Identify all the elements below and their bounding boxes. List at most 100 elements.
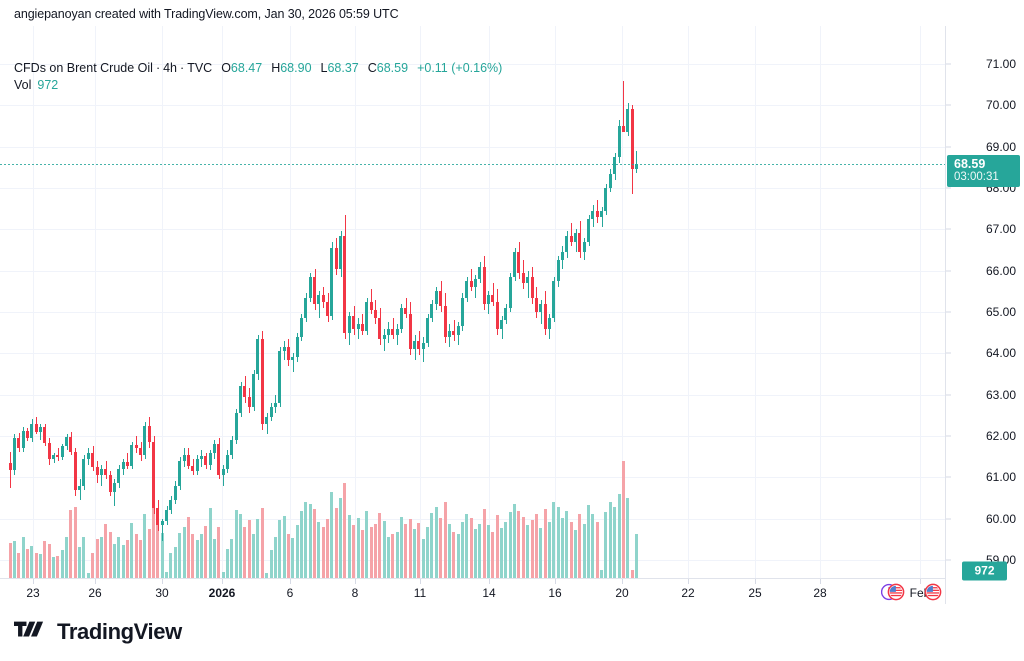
candle-wick: [423, 336, 424, 362]
candle-body: [199, 455, 203, 459]
volume-bar: [369, 527, 373, 578]
candle-body: [369, 301, 373, 310]
candle-body: [456, 326, 460, 335]
time-axis-tick: [355, 579, 356, 584]
tradingview-footer: TradingView: [14, 618, 182, 645]
volume-bar: [69, 509, 73, 578]
time-gridline: [622, 26, 623, 578]
candle-body: [30, 423, 34, 439]
candle-body: [630, 109, 634, 170]
volume-bar: [212, 538, 216, 578]
candle-body: [52, 454, 55, 459]
candle-body: [517, 252, 521, 273]
volume-bar: [265, 572, 269, 578]
volume-bar: [38, 554, 42, 578]
volume-bar: [34, 553, 38, 578]
candle-body: [247, 396, 251, 408]
candle-body: [34, 423, 38, 432]
legend-high-label: H: [271, 61, 281, 75]
volume-bar: [82, 537, 86, 578]
volume-bar: [356, 518, 360, 578]
volume-bar: [52, 556, 55, 578]
legend-close-label: C: [367, 61, 377, 75]
volume-bar: [560, 518, 564, 578]
candle-body: [574, 233, 577, 242]
price-axis-tick: [946, 311, 951, 313]
volume-bar: [221, 571, 225, 578]
candle-body: [613, 156, 617, 174]
candle-wick: [40, 423, 41, 441]
price-gridline: [0, 229, 945, 231]
volume-bar: [400, 517, 403, 578]
last-price-badge: 68.59 03:00:31: [947, 154, 1020, 187]
volume-bar: [330, 491, 334, 578]
volume-bar: [582, 524, 586, 578]
legend-interval[interactable]: 4h: [163, 61, 178, 75]
volume-bar: [491, 531, 495, 578]
volume-bar: [634, 533, 638, 578]
time-gridline: [555, 26, 556, 578]
chart-plot-area[interactable]: [0, 26, 945, 578]
candle-body: [212, 444, 216, 454]
price-axis-tick: [946, 63, 951, 65]
price-axis-label: 61.00: [985, 470, 1016, 485]
legend-volume-label[interactable]: Vol: [14, 78, 32, 92]
legend-symbol[interactable]: CFDs on Brent Crude Oil: [14, 61, 153, 75]
volume-bar: [313, 509, 316, 578]
candle-body: [547, 318, 551, 329]
volume-bar: [239, 513, 243, 578]
candle-body: [386, 328, 390, 335]
us-event-marker-2[interactable]: [918, 580, 943, 605]
price-axis-label: 64.00: [985, 346, 1016, 361]
candle-body: [217, 444, 221, 476]
candle-body: [621, 125, 625, 133]
candle-body: [508, 276, 512, 308]
volume-bar: [12, 540, 16, 578]
candle-body: [282, 347, 286, 352]
candle-body: [404, 307, 408, 315]
price-axis-label: 63.00: [985, 387, 1016, 402]
volume-bar: [360, 529, 364, 578]
time-axis-label: 14: [482, 586, 496, 600]
time-axis[interactable]: 23 26 30 2026 6 8 11 14 16 20 22 25 28 Feb: [0, 578, 945, 604]
candle-body: [321, 295, 325, 302]
price-axis-label: 62.00: [985, 428, 1016, 443]
time-gridline: [222, 26, 223, 578]
legend-close-value: 68.59: [376, 61, 409, 75]
candle-body: [47, 443, 51, 459]
candle-wick: [397, 324, 398, 346]
candle-body: [443, 305, 447, 337]
volume-bar: [256, 519, 260, 578]
candle-wick: [493, 283, 494, 306]
price-axis-label: 65.00: [985, 304, 1016, 319]
volume-bar: [30, 546, 34, 578]
time-axis-label: 6: [286, 586, 294, 600]
volume-bar: [17, 552, 21, 578]
attribution-text: angiepanoyan created with TradingView.co…: [14, 7, 399, 21]
volume-bar: [430, 512, 434, 578]
candle-body: [595, 210, 599, 217]
candle-body: [73, 451, 77, 490]
volume-bar: [291, 538, 295, 578]
price-axis[interactable]: 68.59 03:00:31 972 71.00 70.00 69.00 68.00 6…: [945, 26, 1024, 604]
candle-body: [421, 342, 425, 350]
candle-body: [230, 440, 234, 455]
time-axis-tick: [95, 579, 96, 584]
candle-wick: [136, 435, 137, 453]
volume-bar: [334, 508, 338, 578]
volume-bar: [299, 510, 303, 578]
us-event-marker-1[interactable]: [881, 580, 906, 605]
volume-bar: [295, 525, 299, 578]
candle-wick: [267, 413, 268, 434]
price-axis-label: 70.00: [985, 98, 1016, 113]
candle-body: [334, 247, 338, 269]
volume-bar: [269, 549, 273, 578]
candle-body: [513, 252, 517, 277]
price-axis-tick: [946, 146, 951, 148]
volume-bar: [60, 549, 64, 578]
candle-wick: [114, 479, 115, 507]
candle-wick: [162, 518, 163, 542]
candle-body: [178, 460, 182, 486]
candle-body: [260, 338, 264, 424]
